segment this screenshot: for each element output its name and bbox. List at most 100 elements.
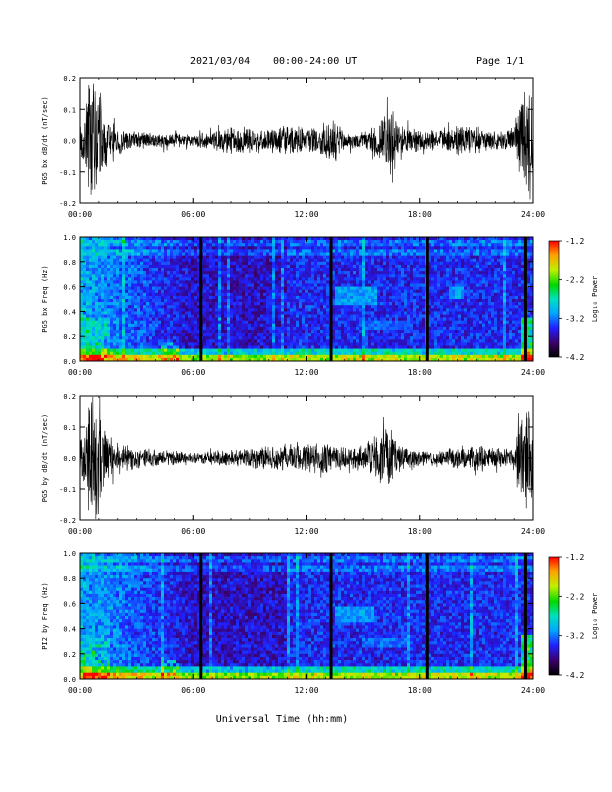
bx-spectrogram-cell: [320, 323, 324, 328]
bx-spectrogram-cell: [281, 274, 285, 278]
bx-spectrogram-cell: [398, 295, 402, 300]
bx-spectrogram-cell: [143, 345, 147, 349]
bx-spectrogram-cell: [101, 302, 105, 306]
bx-spectrogram-cell: [263, 345, 267, 349]
bx-spectrogram-cell: [386, 283, 390, 287]
bx-spectrogram-cell: [179, 295, 183, 300]
bx-spectrogram-cell: [218, 305, 222, 309]
bx-spectrogram-cell: [80, 320, 84, 325]
bx-spectrogram-cell: [428, 249, 432, 253]
bx-spectrogram-cell: [143, 317, 147, 321]
bx-spectrogram-cell: [296, 354, 300, 359]
bx-spectrogram-cell: [428, 274, 432, 278]
bx-spectrogram-cell: [218, 357, 222, 362]
bx-spectrogram-cell: [152, 255, 156, 259]
bx-spectrogram-cell: [143, 336, 147, 340]
bx-spectrogram-cell: [122, 289, 126, 294]
bx-spectrogram-cell: [335, 264, 339, 269]
bx-spectrogram-cell: [170, 357, 174, 362]
bx-spectrogram-cell: [206, 323, 210, 328]
bx-spectrogram-cell: [416, 274, 420, 278]
bx-spectrogram-cell: [83, 323, 87, 328]
bx-spectrogram-cell: [416, 299, 420, 303]
bx-spectrogram-cell: [446, 258, 450, 263]
bx-spectrogram-cell: [404, 264, 408, 269]
bx-spectrogram-cell: [257, 345, 261, 349]
bx-spectrogram-cell: [338, 289, 342, 294]
bx-spectrogram-cell: [392, 323, 396, 328]
bx-spectrogram-cell: [254, 302, 258, 306]
bx-spectrogram-cell: [359, 271, 363, 275]
bx-spectrogram-cell: [83, 357, 87, 362]
bx-spectrogram-cell: [182, 249, 186, 253]
bx-spectrogram-cell: [332, 255, 336, 259]
bx-spectrogram-cell: [149, 268, 153, 272]
bx-spectrogram-cell: [206, 249, 210, 253]
bx-spectrogram-cell: [224, 264, 228, 269]
bx-spectrogram-cell: [125, 342, 129, 346]
bx-spectrogram-cell: [350, 348, 354, 352]
bx-spectrogram-cell: [275, 302, 279, 306]
bx-spectrogram-cell: [311, 339, 315, 343]
bx-spectrogram-cell: [311, 314, 315, 318]
bx-spectrogram-cell: [353, 295, 357, 300]
bx-spectrogram-cell: [230, 289, 234, 294]
bx-spectrogram-cell: [110, 311, 114, 315]
bx-spectrogram-cell: [356, 336, 360, 340]
bx-spectrogram-cell: [272, 249, 276, 253]
bx-spectrogram-cell: [353, 357, 357, 362]
bx-spectrogram-cell: [410, 252, 414, 256]
bx-spectrogram-cell: [362, 292, 366, 297]
bx-spectrogram-cell: [167, 308, 171, 312]
bx-spectrogram-cell: [170, 339, 174, 343]
bx-spectrogram-cell: [434, 292, 438, 297]
bx-spectrogram-cell: [335, 261, 339, 266]
bx-spectrogram-cell: [125, 289, 129, 294]
bx-spectrogram-cell: [296, 305, 300, 309]
bx-spectrogram-cell: [185, 280, 189, 284]
bx-spectrogram-cell: [338, 277, 342, 281]
bx-spectrogram-cell: [347, 268, 351, 272]
bx-spectrogram-cell: [293, 255, 297, 259]
bx-spectrogram-cell: [152, 311, 156, 315]
bx-spectrogram-cell: [380, 264, 384, 269]
bx-spectrogram-cell: [179, 342, 183, 346]
bx-spectrogram-cell: [407, 240, 411, 244]
bx-spectrogram-cell: [194, 351, 198, 356]
bx-spectrogram-cell: [434, 326, 438, 331]
bx-spectrogram-cell: [407, 323, 411, 328]
bx-spectrogram-cell: [83, 252, 87, 256]
bx-spectrogram-cell: [380, 243, 384, 247]
bx-spectrogram-cell: [161, 271, 165, 275]
bx-spectrogram-cell: [122, 326, 126, 331]
bx-spectrogram-cell: [215, 351, 219, 356]
bx-spectrogram-cell: [389, 314, 393, 318]
bx-spectrogram-cell: [260, 348, 264, 352]
bx-spectrogram-cell: [287, 326, 291, 331]
bx-spectrogram-cell: [188, 261, 192, 266]
bx-spectrogram-cell: [89, 255, 93, 259]
bx-spectrogram-cell: [266, 252, 270, 256]
bx-spectrogram-cell: [326, 323, 330, 328]
bx-spectrogram-cell: [152, 283, 156, 287]
bx-spectrogram-cell: [377, 302, 381, 306]
bx-spectrogram-cell: [299, 299, 303, 303]
bx-spectrogram-cell: [443, 339, 447, 343]
bx-spectrogram-cell: [374, 252, 378, 256]
bx-spectrogram-cell: [365, 299, 369, 303]
bx-spectrogram-cell: [419, 295, 423, 300]
bx-spectrogram-cell: [335, 252, 339, 256]
bx-spectrogram-cell: [230, 320, 234, 325]
bx-spectrogram-cell: [173, 240, 177, 244]
bx-spectrogram-cell: [95, 261, 99, 266]
bx-spectrogram-cell: [422, 258, 426, 263]
bx-spectrogram-cell: [335, 320, 339, 325]
bx-spectrogram-cell: [182, 311, 186, 315]
bx-spectrogram-cell: [410, 348, 414, 352]
bx-spectrogram-cell: [83, 286, 87, 290]
bx-spectrogram-cell: [152, 302, 156, 306]
bx-spectrogram-cell: [344, 302, 348, 306]
bx-spectrogram-cell: [350, 336, 354, 340]
bx-spectrogram-cell: [143, 264, 147, 269]
bx-spectrogram-cell: [215, 295, 219, 300]
